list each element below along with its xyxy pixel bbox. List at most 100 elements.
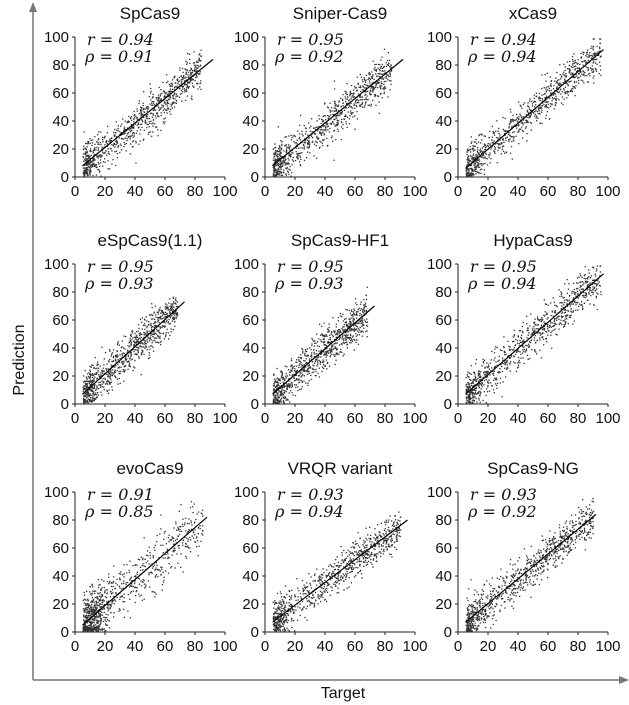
data-point [107,160,109,162]
data-point [474,384,476,386]
data-point [320,132,322,135]
data-point [115,140,117,142]
data-point [123,127,125,130]
data-point [165,313,167,316]
data-point [186,69,188,71]
data-point [380,65,382,68]
data-point [133,367,136,369]
data-point [304,141,306,144]
data-point [351,112,353,114]
data-point [85,148,87,150]
x-tick-label: 40 [510,183,527,200]
data-point [555,87,558,90]
data-point [316,120,318,122]
data-point [89,398,92,400]
data-point [359,85,362,87]
data-point [283,150,285,152]
data-point [167,107,169,109]
data-point [155,316,157,318]
data-point [550,89,552,92]
data-point [310,374,312,376]
data-point [132,140,134,143]
data-point [157,319,160,322]
data-point [133,121,135,123]
data-point [145,122,147,124]
data-point [116,152,118,155]
data-point [150,328,153,331]
data-point [93,378,95,380]
data-point [280,166,282,168]
data-point [140,106,142,109]
data-point [272,402,275,404]
data-point [106,389,108,391]
data-point [160,112,162,114]
data-point [388,59,391,61]
data-point [145,345,147,348]
x-tick-label: 20 [97,410,114,427]
data-point [378,112,380,114]
data-point [517,336,519,338]
data-point [275,164,278,167]
data-point [142,342,144,345]
data-point [93,399,95,402]
data-point [292,366,294,368]
data-point [127,129,129,131]
data-point [343,342,345,345]
data-point [377,67,379,69]
data-point [533,100,535,102]
data-point [579,289,581,291]
data-point [347,337,349,339]
data-point [189,69,191,71]
data-point [508,140,510,143]
data-point [386,63,388,66]
data-point [574,69,576,71]
data-point [171,94,174,97]
data-point [331,351,333,353]
data-point [98,131,100,133]
data-point [148,125,150,128]
data-point [519,344,521,347]
data-point [98,147,100,149]
data-point [503,141,505,144]
data-point [296,153,298,155]
data-point [330,340,332,343]
data-point [502,116,504,119]
data-point [310,378,313,380]
data-point [109,350,111,352]
data-point [87,143,89,145]
data-point [113,372,115,374]
data-point [290,358,293,360]
data-point [163,338,166,340]
data-point [481,150,483,152]
data-point [358,322,360,324]
data-point [117,125,119,127]
data-point [107,168,109,170]
data-point [296,155,298,157]
data-point [598,72,600,75]
data-point [341,343,343,346]
data-point [288,147,291,149]
data-point [569,72,571,74]
data-point [329,355,331,358]
data-point [317,341,319,343]
data-point [156,334,159,337]
data-point [291,172,293,174]
data-point [503,336,505,338]
data-point [483,391,485,393]
data-point [142,139,144,142]
data-point [492,374,495,377]
data-point [320,129,322,131]
data-point [284,365,286,367]
data-point [104,143,106,146]
data-point [304,352,306,355]
data-point [381,67,384,70]
data-point [468,172,470,174]
data-point [388,62,390,64]
data-point [87,402,89,404]
data-point [93,367,95,369]
data-point [345,339,347,341]
data-point [322,335,324,337]
data-point [276,157,279,159]
data-point [593,75,595,77]
data-point [92,364,94,367]
